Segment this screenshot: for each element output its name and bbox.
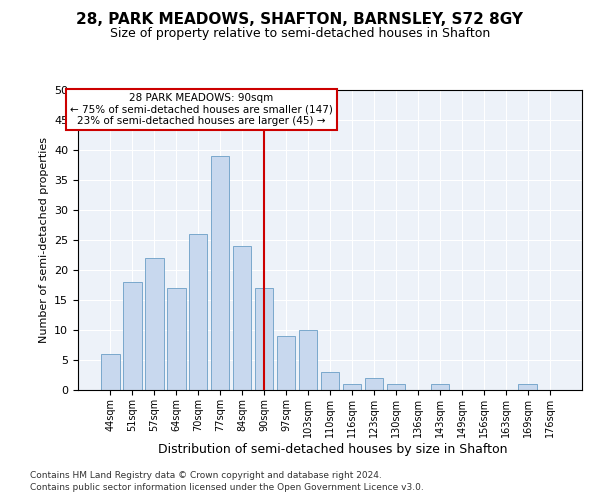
Text: Distribution of semi-detached houses by size in Shafton: Distribution of semi-detached houses by … — [158, 442, 508, 456]
Text: Contains HM Land Registry data © Crown copyright and database right 2024.: Contains HM Land Registry data © Crown c… — [30, 471, 382, 480]
Bar — [167, 288, 185, 390]
Bar — [233, 246, 251, 390]
Bar — [320, 372, 340, 390]
Text: 28, PARK MEADOWS, SHAFTON, BARNSLEY, S72 8GY: 28, PARK MEADOWS, SHAFTON, BARNSLEY, S72… — [77, 12, 523, 28]
Bar — [277, 336, 295, 390]
Text: 28 PARK MEADOWS: 90sqm
← 75% of semi-detached houses are smaller (147)
23% of se: 28 PARK MEADOWS: 90sqm ← 75% of semi-det… — [70, 93, 333, 126]
Bar — [189, 234, 208, 390]
Bar — [343, 384, 361, 390]
Bar — [299, 330, 317, 390]
Bar — [518, 384, 537, 390]
Bar — [145, 258, 164, 390]
Bar — [101, 354, 119, 390]
Text: Contains public sector information licensed under the Open Government Licence v3: Contains public sector information licen… — [30, 484, 424, 492]
Bar — [386, 384, 405, 390]
Text: Size of property relative to semi-detached houses in Shafton: Size of property relative to semi-detach… — [110, 28, 490, 40]
Bar — [211, 156, 229, 390]
Bar — [431, 384, 449, 390]
Bar — [123, 282, 142, 390]
Bar — [365, 378, 383, 390]
Bar — [255, 288, 274, 390]
Y-axis label: Number of semi-detached properties: Number of semi-detached properties — [38, 137, 49, 343]
